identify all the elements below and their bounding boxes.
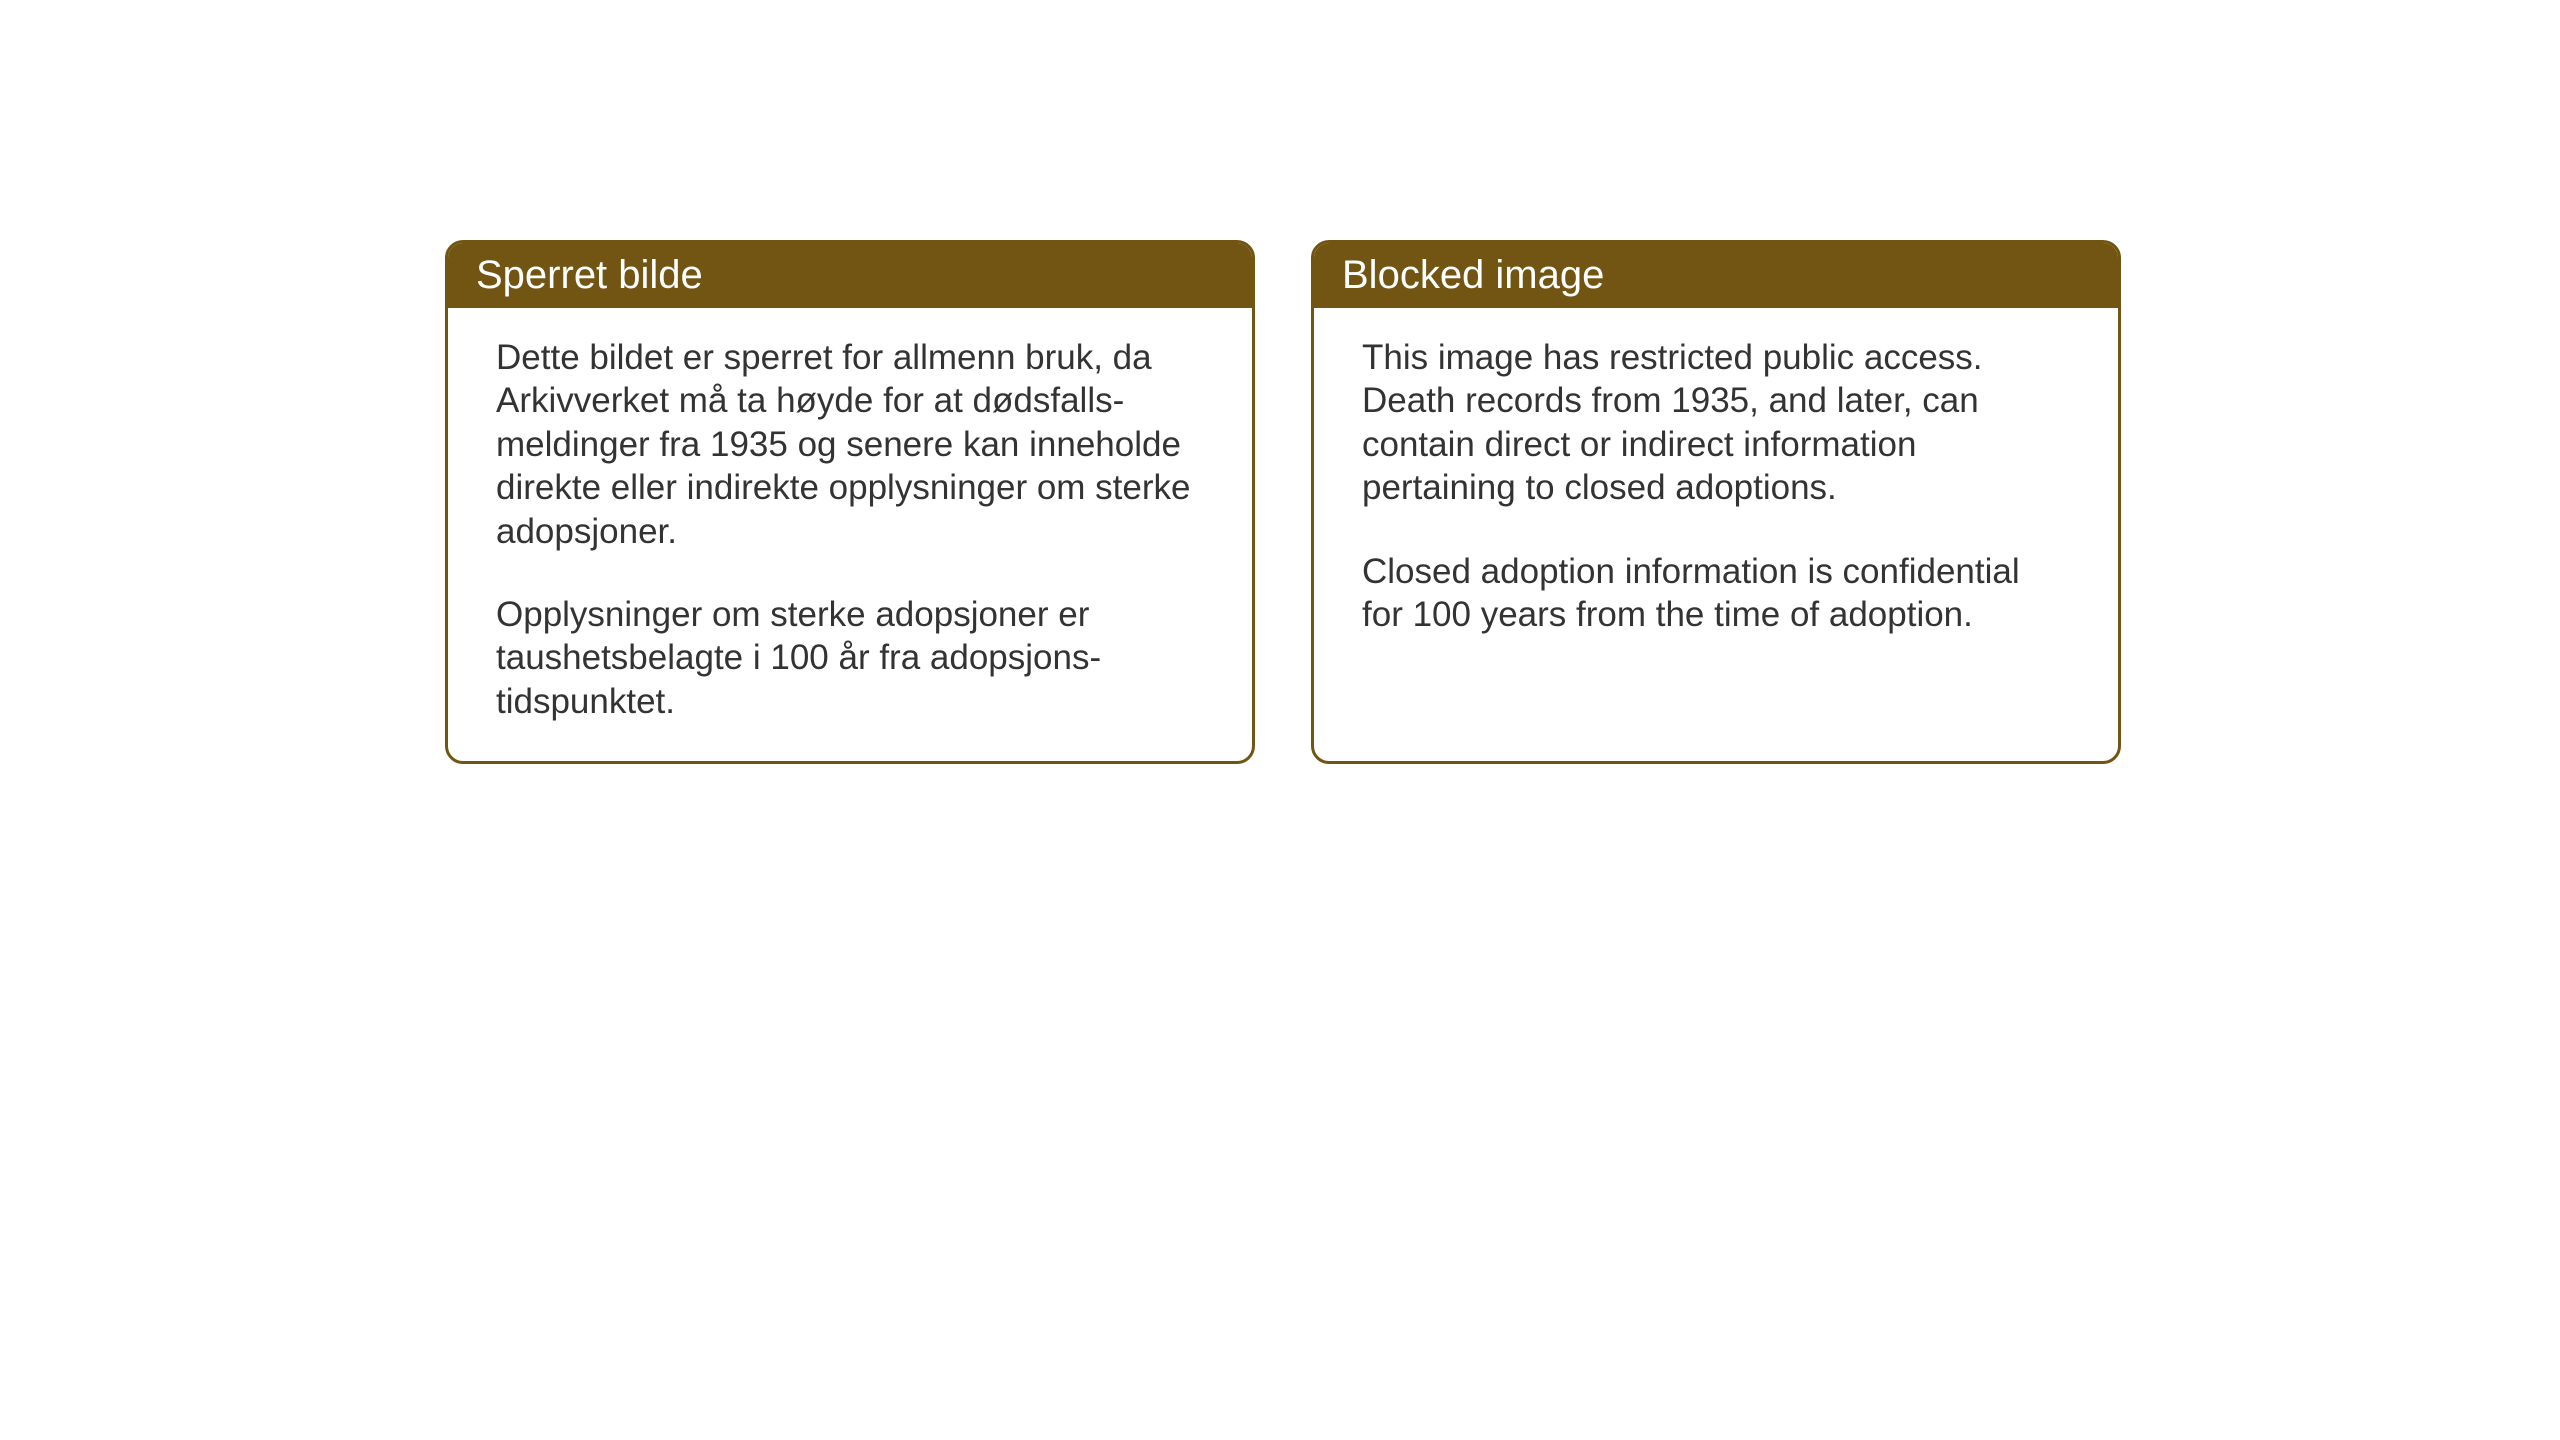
notice-container: Sperret bilde Dette bildet er sperret fo…: [445, 240, 2121, 764]
notice-paragraph-2-norwegian: Opplysninger om sterke adopsjoner er tau…: [496, 593, 1204, 723]
notice-body-norwegian: Dette bildet er sperret for allmenn bruk…: [448, 308, 1252, 761]
notice-header-english: Blocked image: [1314, 243, 2118, 308]
notice-body-english: This image has restricted public access.…: [1314, 308, 2118, 674]
notice-card-norwegian: Sperret bilde Dette bildet er sperret fo…: [445, 240, 1255, 764]
notice-card-english: Blocked image This image has restricted …: [1311, 240, 2121, 764]
notice-paragraph-1-norwegian: Dette bildet er sperret for allmenn bruk…: [496, 336, 1204, 553]
notice-title-english: Blocked image: [1342, 253, 1604, 297]
notice-paragraph-1-english: This image has restricted public access.…: [1362, 336, 2070, 510]
notice-title-norwegian: Sperret bilde: [476, 253, 703, 297]
scrollbar-vertical[interactable]: [2530, 0, 2560, 1440]
notice-header-norwegian: Sperret bilde: [448, 243, 1252, 308]
notice-paragraph-2-english: Closed adoption information is confident…: [1362, 550, 2070, 637]
